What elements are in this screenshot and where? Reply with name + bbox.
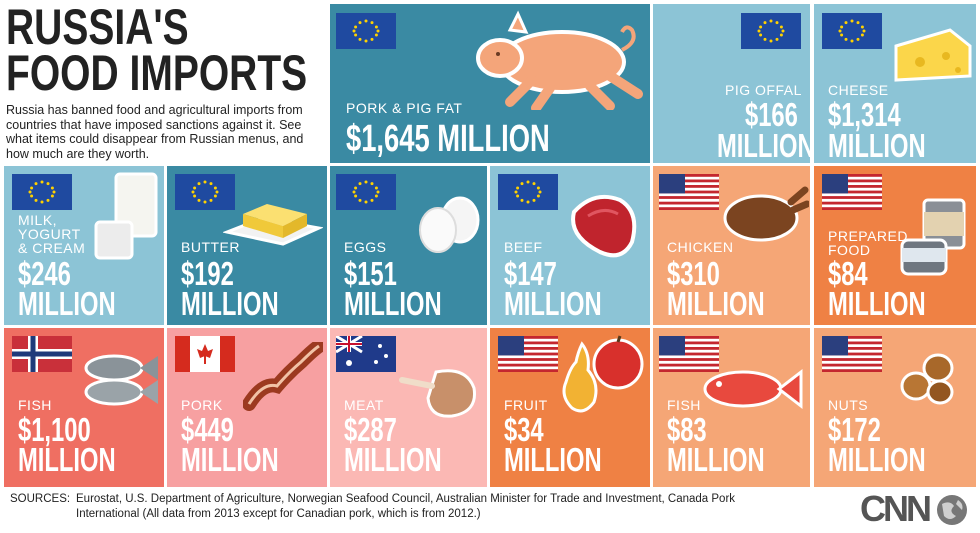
fish-icon [84,354,158,406]
tile-value-amount: $34 [504,411,544,448]
norway-flag-icon [12,336,72,372]
lamb-chop-icon [399,369,477,418]
australia-flag-icon [336,336,396,372]
us-flag-icon [659,174,719,210]
tile-butter: BUTTER $192 MILLION [167,166,327,325]
bacon-icon [243,342,323,411]
tile-value-unit: MILLION [18,441,116,478]
tile-label: FISH [18,397,52,413]
eu-flag-icon [336,174,396,210]
red-fish-icon [703,368,803,410]
title-line-1: RUSSIA'S [6,0,189,55]
tile-label-line-2: YOGURT [18,226,81,242]
steak-icon [571,195,637,258]
us-flag-icon [498,336,558,372]
tile-value-amount: $246 [18,255,71,292]
tile-label-line-1: MILK, [18,212,58,228]
tile-label: PORK [181,397,223,413]
tile-meat-australia: MEAT $287 MILLION [330,328,487,487]
tile-value-amount: $449 [181,411,234,448]
us-flag-icon [822,174,882,210]
tile-cheese: CHEESE $1,314 MILLION [814,4,976,163]
tile-value-amount: $83 [667,411,707,448]
tile-pork-fat: PORK & PIG FAT $1,645 MILLION [330,4,650,163]
tile-value-unit: MILLION [828,127,926,163]
tile-value-unit: MILLION [667,285,765,322]
roast-chicken-icon [723,186,809,242]
tile-fish-norway: FISH $1,100 MILLION [4,328,164,487]
tile-value: $1,645 MILLION [346,118,550,160]
tile-value-unit: MILLION [504,441,602,478]
tile-value-unit: MILLION [828,441,926,478]
sources-text: Eurostat, U.S. Department of Agriculture… [76,493,736,520]
tile-value-amount: $151 [344,255,397,292]
tile-value-amount: $1,100 [18,411,91,448]
tile-value-unit: MILLION [181,285,279,322]
butter-icon [223,204,323,246]
tile-label-line-3: & CREAM [18,240,86,256]
title-line-2: FOOD IMPORTS [6,45,308,101]
tile-nuts: NUTS $172 MILLION [814,328,976,487]
eu-flag-icon [498,174,558,210]
tile-chicken: CHICKEN $310 MILLION [653,166,810,325]
tile-label: FISH [667,397,701,413]
tile-label: CHEESE [828,82,889,98]
tile-value-unit: MILLION [344,285,442,322]
tile-milk: MILK, YOGURT & CREAM $246 MILLION [4,166,164,325]
tile-label: BUTTER [181,239,240,255]
pig-icon [476,10,643,110]
tile-label: EGGS [344,239,387,255]
tile-value-amount: $84 [828,255,868,292]
hazelnuts-icon [900,353,954,405]
canned-food-icon [900,198,966,276]
tile-value-amount: $166 [745,96,798,133]
tile-label: CHICKEN [667,239,734,255]
tile-value-unit: MILLION [344,441,442,478]
tile-label: FRUIT [504,397,548,413]
tile-fruit: FRUIT $34 MILLION [490,328,650,487]
tile-prepared-food: PREPARED FOOD $84 MILLION [814,166,976,325]
us-flag-icon [822,336,882,372]
tile-value-amount: $172 [828,411,881,448]
tile-value-unit: MILLION [667,441,765,478]
tile-pig-offal: PIG OFFAL $166 MILLION [653,4,810,163]
tile-value-unit: MILLION [717,127,810,163]
tile-label: MEAT [344,397,384,413]
milk-icon [94,172,158,260]
eu-flag-icon [822,13,882,49]
tile-value-unit: MILLION [828,285,926,322]
cnn-logo: CNN [860,488,932,529]
tile-value-amount: $192 [181,255,234,292]
tile-value-amount: $1,314 [828,96,901,133]
page-subtitle: Russia has banned food and agricultural … [6,103,304,161]
page-title: RUSSIA'S FOOD IMPORTS [6,0,308,101]
tile-label: NUTS [828,397,869,413]
globe-icon [937,495,967,525]
fruit-icon [562,335,644,413]
tile-label-line-2: FOOD [828,242,871,258]
tile-value-amount: $287 [344,411,397,448]
tile-value-amount: $310 [667,255,720,292]
tile-pork-canada: PORK $449 MILLION [167,328,327,487]
cheese-icon [894,28,972,82]
eu-flag-icon [12,174,72,210]
eggs-icon [419,196,480,253]
tile-label: BEEF [504,239,543,255]
tile-label: PORK & PIG FAT [346,100,463,116]
tile-value-amount: $147 [504,255,557,292]
tile-value-unit: MILLION [504,285,602,322]
eu-flag-icon [741,13,801,49]
tile-fish-us: FISH $83 MILLION [653,328,810,487]
tile-eggs: EGGS $151 MILLION [330,166,487,325]
tile-beef: BEEF $147 MILLION [490,166,650,325]
tile-value-unit: MILLION [18,285,116,322]
tile-label: PIG OFFAL [725,82,802,98]
tile-value-unit: MILLION [181,441,279,478]
eu-flag-icon [336,13,396,49]
canada-flag-icon [175,336,235,372]
tile-label-line-1: PREPARED [828,228,908,244]
sources-key: SOURCES: [10,493,71,505]
